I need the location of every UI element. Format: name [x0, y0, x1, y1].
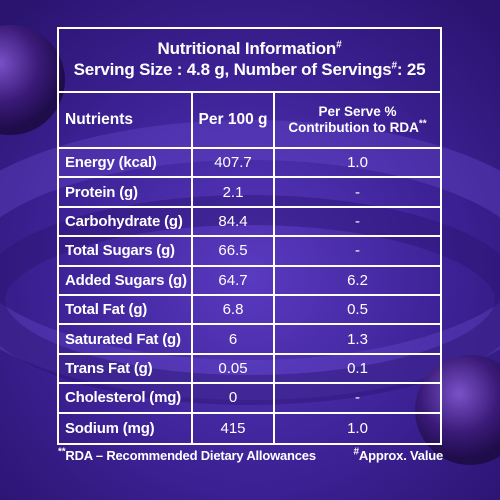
- rda-footnote: **RDA – Recommended Dietary Allowances: [58, 446, 316, 463]
- row-per100: 0: [193, 384, 275, 414]
- row-name: Saturated Fat (g): [59, 325, 193, 355]
- column-header-rda: Per Serve % Contribution to RDA**: [275, 93, 440, 149]
- row-name: Energy (kcal): [59, 149, 193, 179]
- column-header-per100: Per 100 g: [193, 93, 275, 149]
- row-rda: 1.3: [275, 325, 440, 355]
- serving-count: : 25: [396, 60, 426, 79]
- row-per100: 6.8: [193, 295, 275, 326]
- row-name: Total Sugars (g): [59, 237, 193, 267]
- row-rda: -: [275, 384, 440, 414]
- serving-line: Serving Size : 4.8 g, Number of Servings…: [59, 59, 440, 80]
- row-name: Cholesterol (mg): [59, 384, 193, 414]
- nutrition-table: Nutrients Per 100 g Per Serve % Contribu…: [59, 93, 440, 443]
- row-rda: 6.2: [275, 267, 440, 296]
- row-rda: 0.1: [275, 355, 440, 385]
- panel-title: Nutritional Information: [157, 39, 337, 58]
- rda-header-line1: Per Serve %: [318, 104, 397, 119]
- column-header-nutrients: Nutrients: [59, 93, 193, 149]
- row-rda: -: [275, 237, 440, 267]
- row-rda: 0.5: [275, 296, 440, 326]
- row-per100: 84.4: [193, 207, 275, 238]
- footnotes: **RDA – Recommended Dietary Allowances #…: [58, 446, 444, 463]
- row-rda: 1.0: [275, 149, 440, 179]
- row-rda: 1.0: [347, 419, 368, 437]
- row-name: Trans Fat (g): [59, 354, 193, 385]
- row-rda: -: [275, 178, 440, 208]
- approx-footnote: #Approx. Value: [353, 446, 444, 463]
- row-rda: -: [275, 208, 440, 238]
- panel-title-line: Nutritional Information#: [59, 38, 440, 59]
- rda-header-line2: Contribution to RDA**: [288, 118, 427, 135]
- row-per100: 2.1: [193, 178, 275, 208]
- serving-mark: #: [391, 60, 398, 72]
- serving-text: Serving Size : 4.8 g, Number of Servings: [73, 60, 392, 79]
- nutrition-panel: Nutritional Information# Serving Size : …: [57, 27, 442, 445]
- row-per100: 66.5: [193, 237, 275, 267]
- row-per100: 6: [193, 325, 275, 355]
- row-per100: 415: [193, 413, 275, 443]
- row-per100: 64.7: [193, 266, 275, 296]
- panel-header: Nutritional Information# Serving Size : …: [59, 29, 440, 93]
- row-per100: 407.7: [193, 149, 275, 179]
- chocolate-ball-left: [0, 25, 65, 135]
- row-per100: 0.05: [193, 354, 275, 385]
- row-name: Protein (g): [59, 178, 193, 208]
- row-name: Total Fat (g): [59, 295, 193, 326]
- row-name: Carbohydrate (g): [59, 207, 193, 238]
- title-mark: #: [336, 39, 342, 51]
- row-name: Added Sugars (g): [59, 266, 193, 296]
- row-name: Sodium (mg): [59, 413, 193, 443]
